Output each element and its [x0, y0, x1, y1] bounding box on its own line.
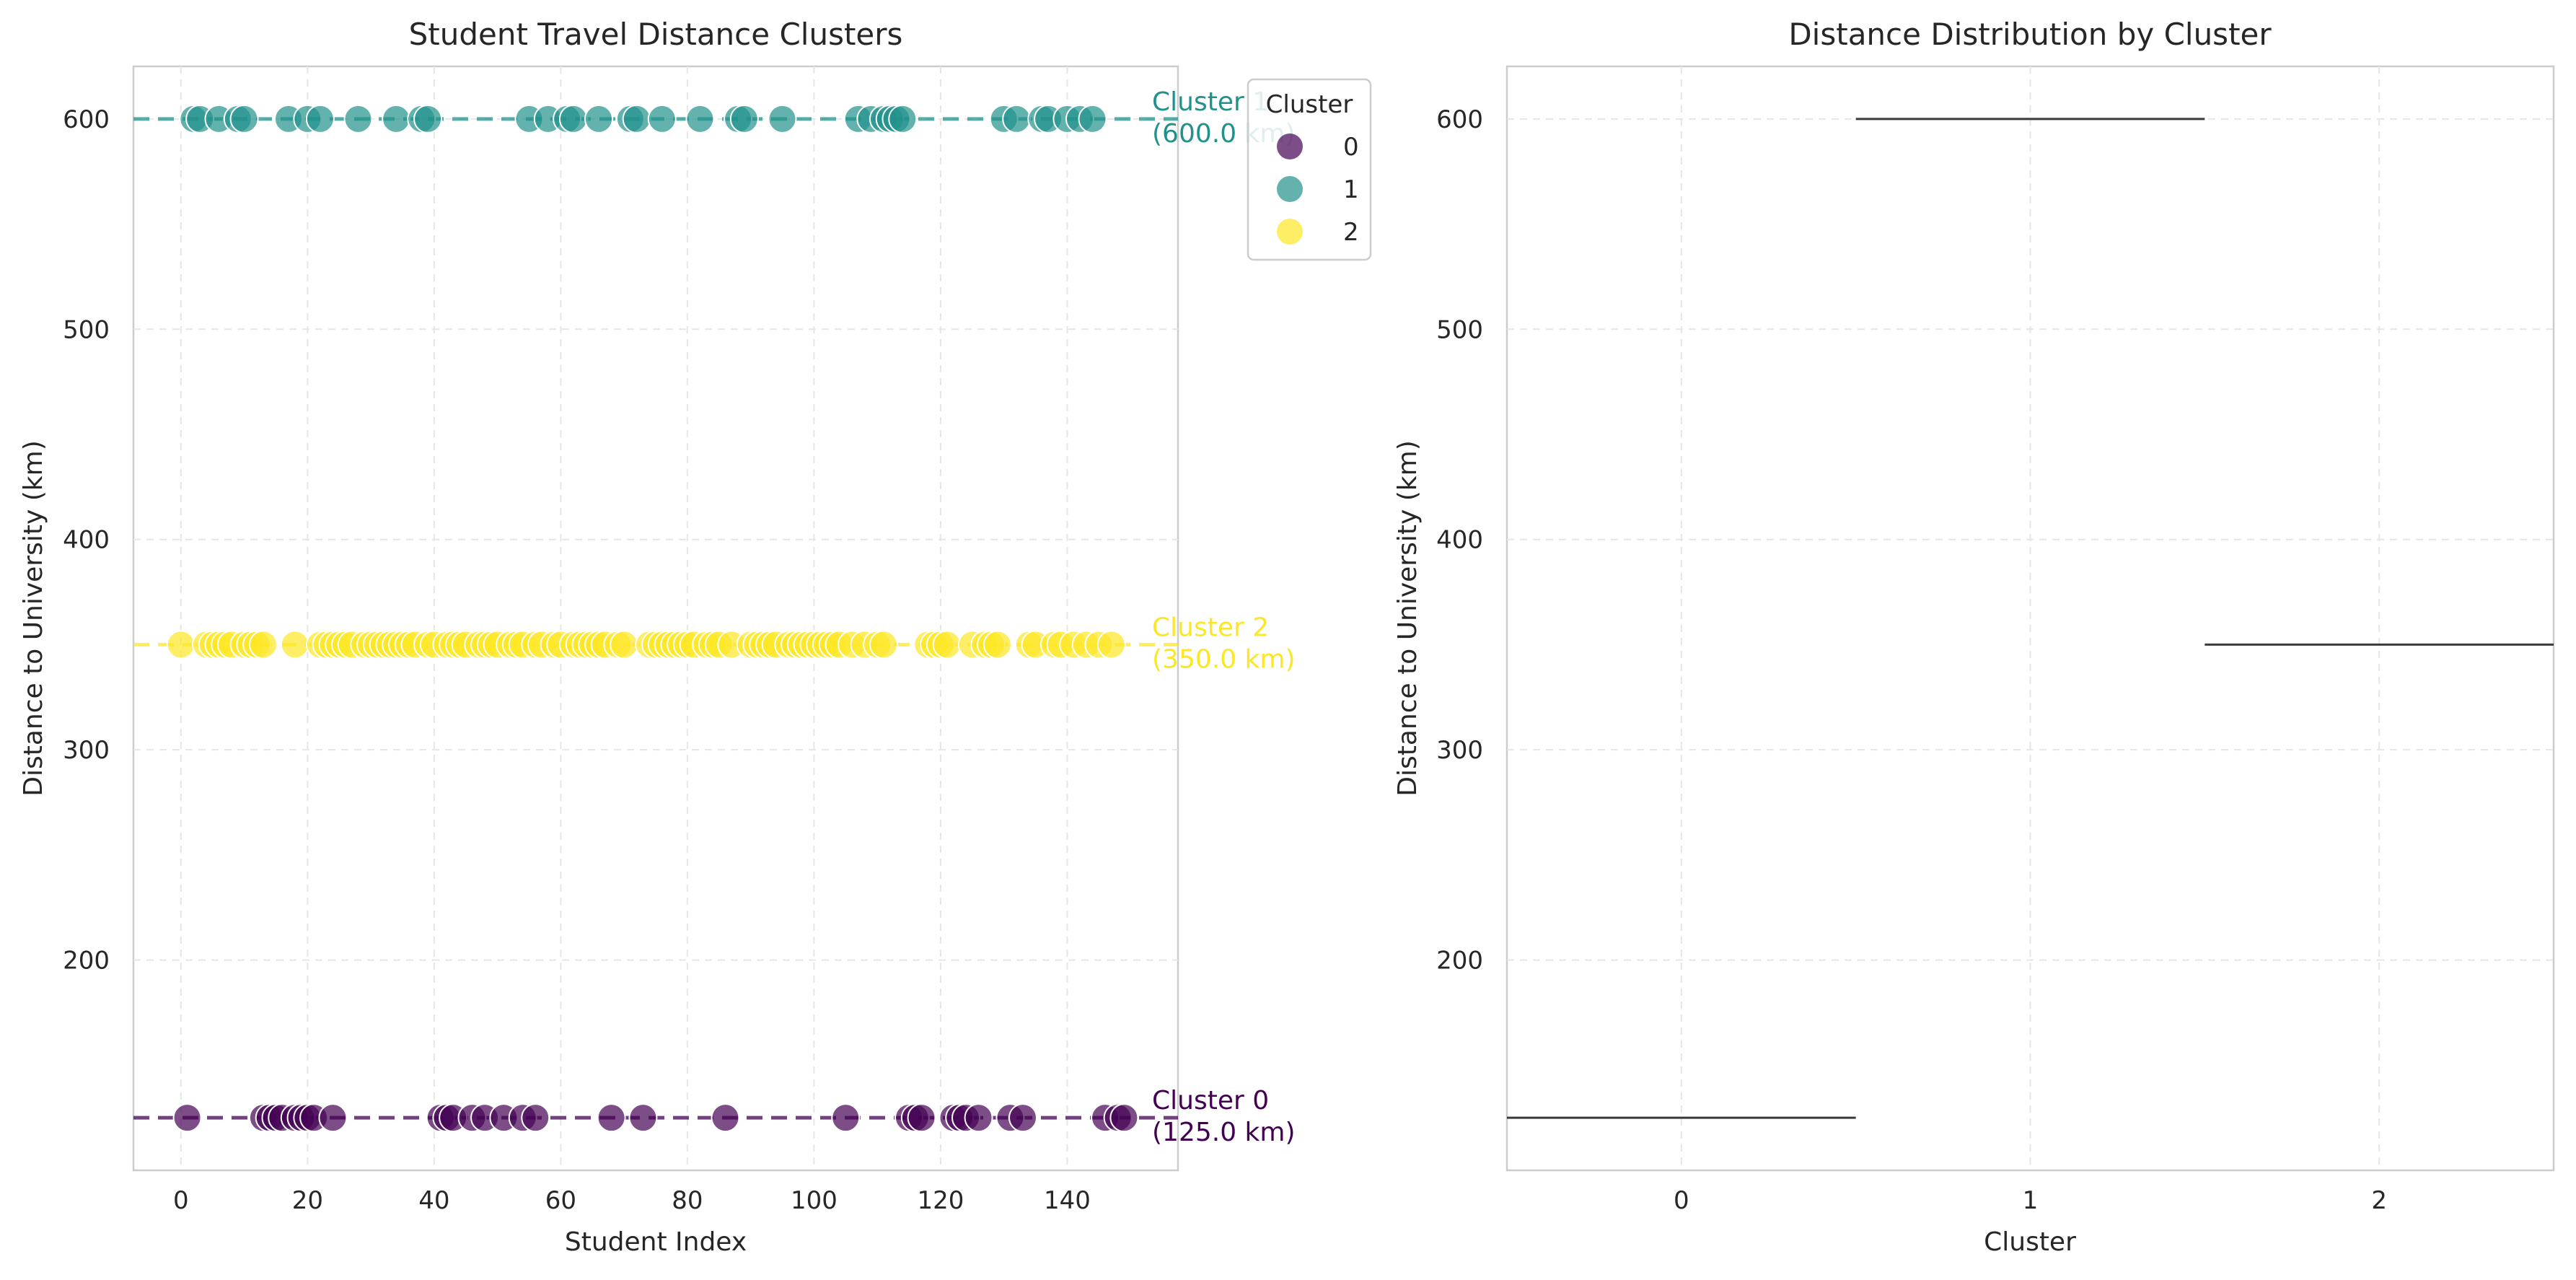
legend-marker-2 [1277, 219, 1303, 245]
scatter-point-cluster-2 [932, 630, 962, 659]
left-x-tick-label: 40 [418, 1186, 449, 1215]
right-x-tick-labels: 0 1 2 [1674, 1186, 2387, 1215]
scatter-point-cluster-1 [1002, 104, 1032, 133]
scatter-point-cluster-1 [888, 104, 918, 133]
left-plot-frame [132, 65, 1179, 1172]
left-x-tick-label: 120 [917, 1186, 964, 1215]
annotation-cluster-2-line-0: Cluster 2 [1152, 613, 1269, 642]
left-y-tick-label: 200 [63, 947, 110, 976]
annotation-cluster-2-line-1: (350.0 km) [1152, 644, 1296, 674]
scatter-point-cluster-0 [711, 1103, 740, 1133]
legend-title: Cluster [1266, 90, 1353, 119]
legend-label-0: 0 [1343, 133, 1359, 162]
left-y-axis-label: Distance to University (km) [19, 440, 48, 797]
legend-marker-0 [1277, 133, 1303, 159]
scatter-point-cluster-2 [280, 630, 309, 659]
scatter-point-cluster-0 [628, 1103, 658, 1133]
left-y-tick-labels: 200 300 400 500 600 [63, 105, 110, 976]
scatter-point-cluster-0 [172, 1103, 202, 1133]
legend-marker-1 [1277, 176, 1303, 202]
left-x-tick-label: 60 [545, 1186, 576, 1215]
left-chart-title: Student Travel Distance Clusters [409, 17, 903, 52]
scatter-point-cluster-1 [1078, 104, 1107, 133]
left-x-tick-label: 80 [672, 1186, 703, 1215]
scatter-point-cluster-1 [584, 104, 614, 133]
scatter-point-cluster-1 [413, 104, 443, 133]
scatter-point-cluster-1 [647, 104, 677, 133]
legend: Cluster 0 1 2 [1247, 78, 1372, 261]
left-y-tick-label: 400 [63, 526, 110, 555]
right-y-tick-label: 200 [1436, 947, 1483, 976]
left-points [166, 104, 1139, 1133]
scatter-point-cluster-1 [685, 104, 715, 133]
scatter-point-cluster-0 [907, 1103, 936, 1133]
scatter-point-cluster-2 [166, 630, 195, 659]
right-x-tick-label: 0 [1674, 1186, 1689, 1215]
annotation-cluster-0-line-0: Cluster 0 [1152, 1086, 1269, 1115]
right-chart-title: Distance Distribution by Cluster [1788, 17, 2272, 52]
right-x-axis-label: Cluster [1984, 1227, 2076, 1257]
scatter-point-cluster-1 [622, 104, 651, 133]
scatter-point-cluster-1 [343, 104, 373, 133]
left-x-tick-label: 140 [1044, 1186, 1091, 1215]
right-y-tick-labels: 200 300 400 500 600 [1436, 105, 1483, 976]
scatter-point-cluster-0 [831, 1103, 861, 1133]
scatter-point-cluster-0 [521, 1103, 550, 1133]
legend-label-1: 1 [1343, 175, 1359, 204]
scatter-point-cluster-1 [229, 104, 259, 133]
left-x-tick-label: 100 [791, 1186, 838, 1215]
annotation-cluster-0-line-1: (125.0 km) [1152, 1118, 1296, 1147]
scatter-point-cluster-0 [318, 1103, 348, 1133]
right-panel-box: 0 1 2 200 300 400 500 600 Distance Distributio… [1393, 17, 2555, 1257]
right-gridlines [1507, 66, 2554, 1170]
left-y-tick-label: 500 [63, 315, 110, 344]
scatter-point-cluster-0 [1109, 1103, 1139, 1133]
right-x-tick-label: 1 [2023, 1186, 2039, 1215]
scatter-point-cluster-0 [1008, 1103, 1037, 1133]
right-y-tick-label: 400 [1436, 526, 1483, 555]
scatter-point-cluster-1 [729, 104, 759, 133]
legend-box [1247, 78, 1372, 261]
left-x-tick-label: 20 [292, 1186, 323, 1215]
left-y-tick-label: 600 [63, 105, 110, 134]
right-y-axis-label: Distance to University (km) [1393, 440, 1423, 797]
right-x-tick-label: 2 [2371, 1186, 2387, 1215]
scatter-point-cluster-2 [1096, 630, 1126, 659]
scatter-point-cluster-2 [869, 630, 898, 659]
left-x-tick-label: 0 [173, 1186, 189, 1215]
right-box-medians [1507, 118, 2554, 1119]
right-y-tick-label: 300 [1436, 736, 1483, 765]
legend-label-2: 2 [1343, 218, 1359, 247]
scatter-point-cluster-2 [248, 630, 278, 659]
left-x-tick-labels: 0 20 40 60 80 100 120 140 [173, 1186, 1091, 1215]
scatter-point-cluster-0 [964, 1103, 993, 1133]
scatter-point-cluster-2 [610, 630, 639, 659]
left-x-axis-label: Student Index [565, 1227, 747, 1257]
right-y-tick-label: 600 [1436, 105, 1483, 134]
scatter-point-cluster-0 [597, 1103, 626, 1133]
right-y-tick-label: 500 [1436, 315, 1483, 344]
left-y-tick-label: 300 [63, 736, 110, 765]
scatter-point-cluster-2 [983, 630, 1012, 659]
scatter-point-cluster-1 [768, 104, 797, 133]
scatter-point-cluster-1 [382, 104, 411, 133]
scatter-point-cluster-1 [305, 104, 335, 133]
scatter-point-cluster-1 [558, 104, 588, 133]
